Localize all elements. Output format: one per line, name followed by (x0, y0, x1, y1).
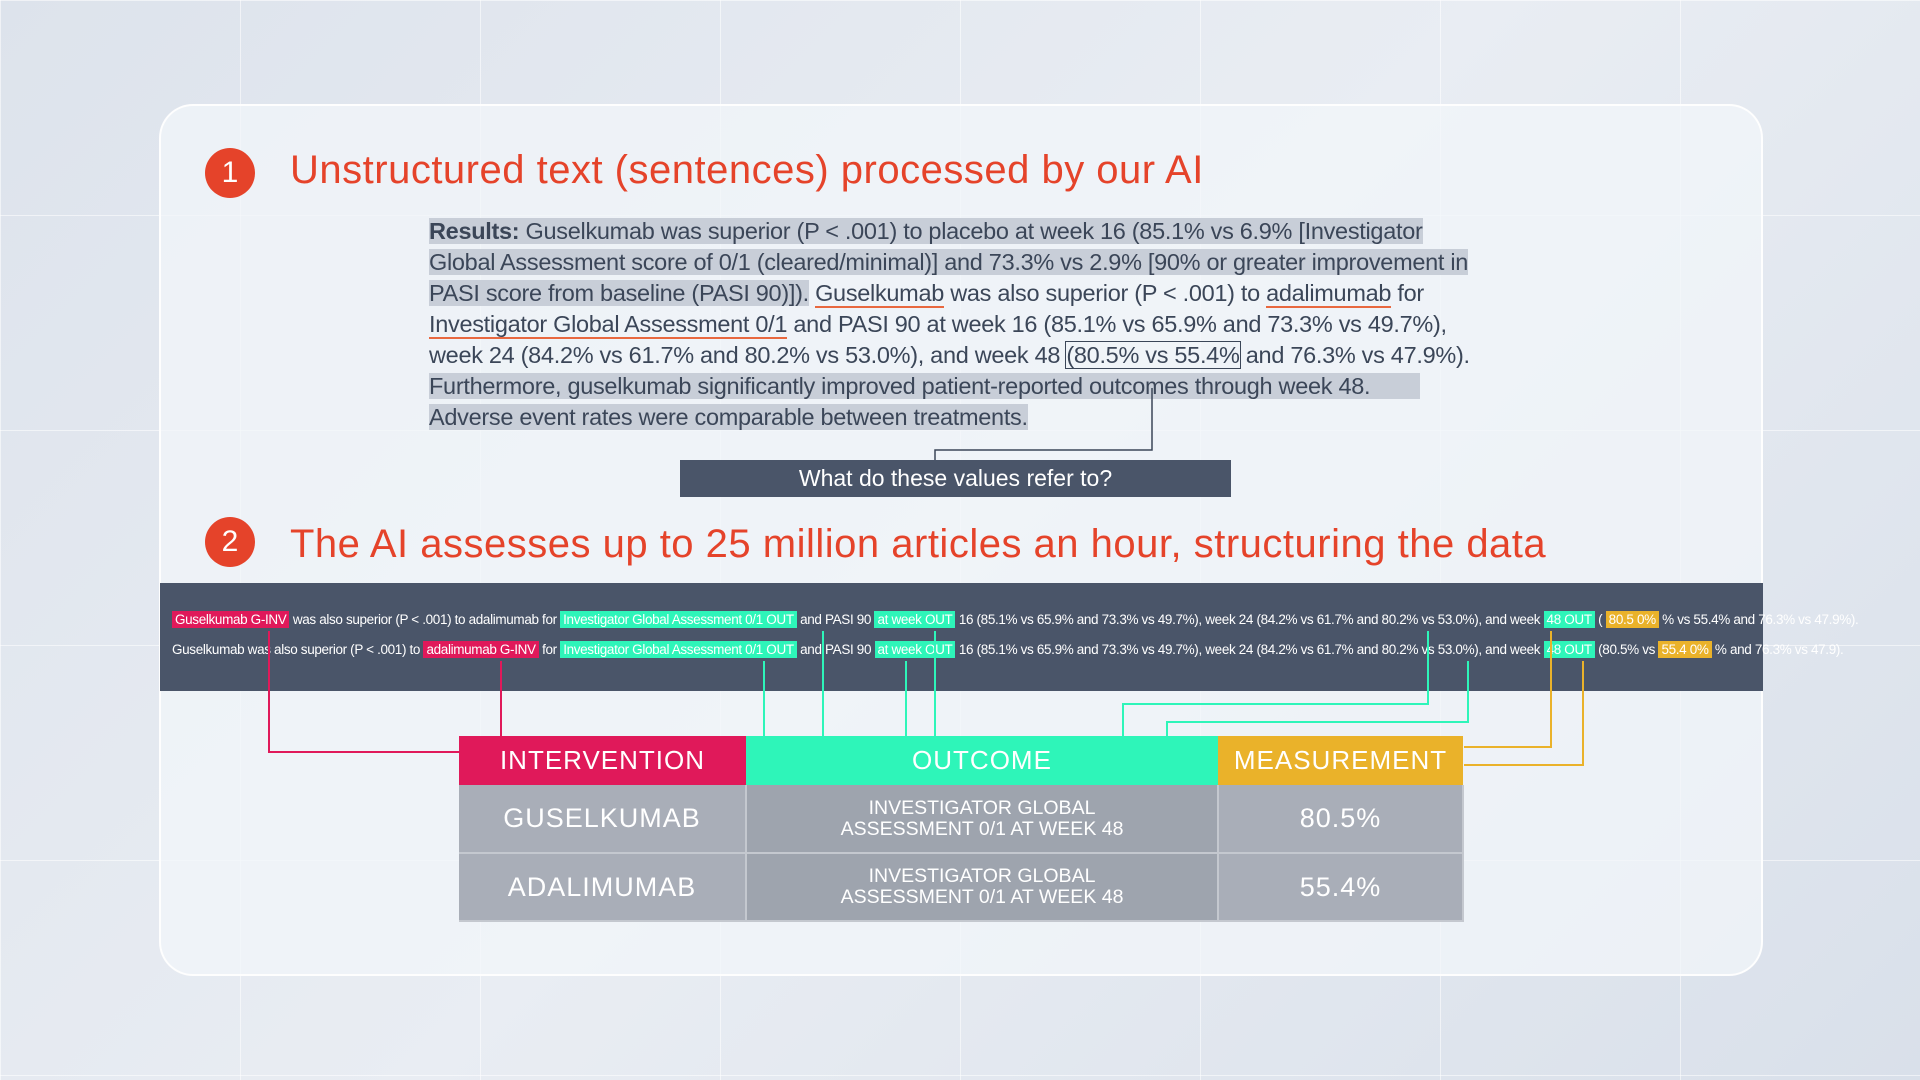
text-segment: PASI score from baseline (PASI 90)]). (429, 280, 809, 306)
step-2-badge: 2 (205, 517, 255, 567)
text-segment: Global Assessment score of 0/1 (cleared/… (429, 249, 1469, 275)
paragraph-line: Adverse event rates were comparable betw… (429, 402, 1470, 433)
paragraph-line: Furthermore, guselkumab significantly im… (429, 371, 1470, 402)
intervention-cell: ADALIMUMAB (459, 853, 747, 922)
text-segment: and PASI 90 (796, 612, 875, 627)
outcome-line: INVESTIGATOR GLOBAL (868, 865, 1096, 887)
out-tag: Investigator Global Assessment 0/1 OUT (560, 641, 797, 658)
annotated-row: Guselkumab was also superior (P < .001) … (172, 641, 1844, 658)
text-segment: and PASI 90 at week 16 (85.1% vs 65.9% a… (787, 311, 1447, 337)
entity-underline: Investigator Global Assessment 0/1 (429, 311, 788, 339)
paragraph-line: Investigator Global Assessment 0/1 and P… (429, 309, 1470, 340)
text-segment: and 76.3% vs 47.9%). (1239, 342, 1470, 368)
out-tag: at week OUT (874, 611, 956, 628)
text-segment: Furthermore, guselkumab significantly im… (429, 373, 1421, 399)
outcome-line: ASSESSMENT 0/1 AT WEEK 48 (840, 886, 1124, 908)
text-segment: for (538, 642, 561, 657)
out-tag: Investigator Global Assessment 0/1 OUT (560, 611, 797, 628)
text-segment: % and 76.3% vs 47.9). (1711, 642, 1844, 657)
paragraph-line: week 24 (84.2% vs 61.7% and 80.2% vs 53.… (429, 340, 1470, 371)
structured-table: INTERVENTION OUTCOME MEASUREMENT GUSELKU… (459, 736, 1464, 922)
entity-underline: adalimumab (1266, 280, 1392, 308)
outcome-connector (1166, 661, 1469, 736)
step-1-title: Unstructured text (sentences) processed … (290, 148, 1204, 192)
table-row: ADALIMUMAB INVESTIGATOR GLOBAL ASSESSMENT… (459, 853, 1464, 922)
source-paragraph: Results: Guselkumab was superior (P < .0… (429, 216, 1470, 433)
measurement-connector (1464, 661, 1584, 766)
header-intervention: INTERVENTION (459, 736, 746, 785)
text-segment: (80.5% vs (1594, 642, 1659, 657)
header-measurement: MEASUREMENT (1218, 736, 1463, 785)
outcome-line: INVESTIGATOR GLOBAL (868, 796, 1096, 819)
measurement-cell: 55.4% (1218, 853, 1464, 922)
text-segment: Guselkumab was superior (P < .001) to pl… (519, 218, 1423, 244)
question-connector (934, 388, 1153, 460)
paragraph-line: Global Assessment score of 0/1 (cleared/… (429, 247, 1470, 278)
paragraph-line: PASI score from baseline (PASI 90)]). Gu… (429, 278, 1470, 309)
step-1-badge: 1 (205, 148, 255, 198)
annotated-row: Guselkumab G-INV was also superior (P < … (172, 611, 1859, 628)
table-row: GUSELKUMAB INVESTIGATOR GLOBAL ASSESSMENT… (459, 785, 1464, 854)
outcome-cell: INVESTIGATOR GLOBAL ASSESSMENT 0/1 AT WEE… (746, 785, 1219, 854)
header-outcome: OUTCOME (746, 736, 1218, 785)
step-2-title: The AI assesses up to 25 million article… (290, 522, 1547, 566)
paragraph-line: Results: Guselkumab was superior (P < .0… (429, 216, 1470, 247)
entity-underline: Guselkumab (815, 280, 945, 308)
meas-tag: 80.5 0% (1605, 611, 1659, 628)
text-segment: 16 (85.1% vs 65.9% and 73.3% vs 49.7%), … (955, 642, 1544, 657)
text-segment: 16 (85.1% vs 65.9% and 73.3% vs 49.7%), … (955, 612, 1544, 627)
value-box: (80.5% vs 55.4% (1065, 341, 1241, 369)
text-segment: % vs 55.4% and 76.3% vs 47.9%). (1658, 612, 1859, 627)
text-segment: was also superior (P < .001) to (944, 280, 1267, 306)
outcome-line: ASSESSMENT 0/1 AT WEEK 48 (840, 817, 1124, 840)
text-segment: ( (1594, 612, 1606, 627)
measurement-connector (1464, 631, 1552, 748)
int-tag: adalimumab G-INV (423, 641, 539, 658)
text-segment: and PASI 90 (796, 642, 875, 657)
text-segment: was also superior (P < .001) to adalimum… (289, 612, 561, 627)
meas-tag: 55.4 0% (1658, 641, 1712, 658)
outcome-connector (1122, 631, 1429, 736)
text-segment: Guselkumab was also superior (P < .001) … (172, 642, 424, 657)
text-segment: week 24 (84.2% vs 61.7% and 80.2% vs 53.… (429, 342, 1067, 368)
out-tag: 48 OUT (1543, 611, 1595, 628)
text-segment: Adverse event rates were comparable betw… (429, 404, 1028, 430)
text-segment: Results: (429, 218, 520, 244)
measurement-cell: 80.5% (1218, 785, 1464, 854)
text-segment: for (1391, 280, 1424, 306)
intervention-cell: GUSELKUMAB (459, 785, 747, 854)
question-label: What do these values refer to? (680, 460, 1231, 497)
int-tag: Guselkumab G-INV (172, 611, 290, 628)
annotated-text-band: Guselkumab G-INV was also superior (P < … (160, 583, 1859, 691)
outcome-cell: INVESTIGATOR GLOBAL ASSESSMENT 0/1 AT WEE… (746, 853, 1219, 922)
intervention-connector (268, 631, 459, 753)
